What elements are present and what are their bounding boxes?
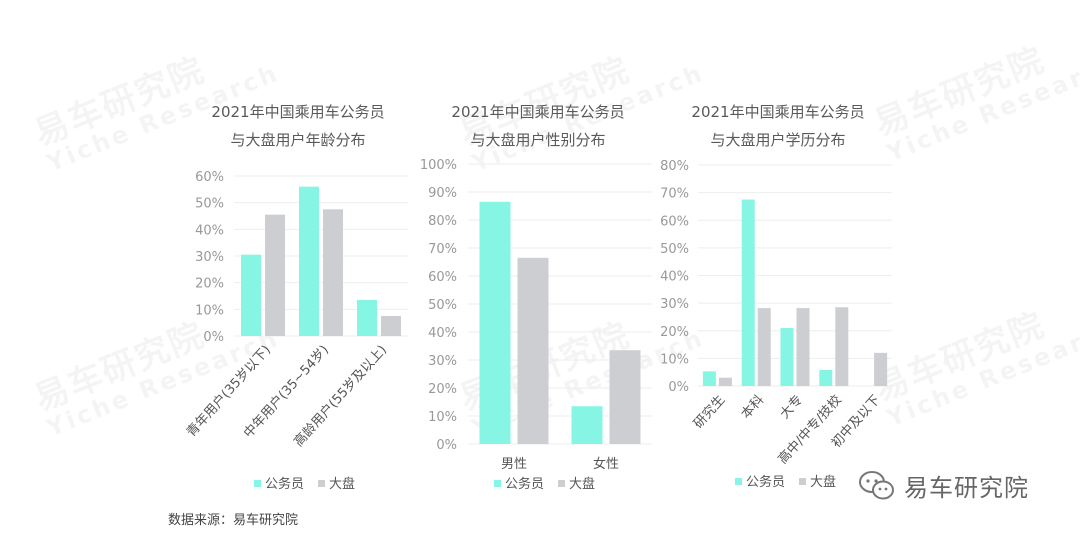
legend-label: 公务员 bbox=[746, 474, 785, 490]
y-tick-label: 0% bbox=[436, 438, 457, 453]
y-tick-label: 10% bbox=[195, 303, 224, 318]
y-tick-label: 50% bbox=[660, 242, 689, 257]
y-tick-label: 60% bbox=[428, 270, 457, 285]
bar-market bbox=[517, 257, 549, 444]
y-tick-label: 40% bbox=[660, 270, 689, 285]
title-line: 与大盘用户性别分布 bbox=[470, 131, 606, 149]
y-tick-label: 60% bbox=[195, 170, 224, 185]
legend-swatch bbox=[254, 480, 261, 487]
x-tick-label: 本科 bbox=[739, 393, 768, 422]
y-tick-label: 10% bbox=[428, 410, 457, 425]
y-tick-label: 70% bbox=[428, 242, 457, 257]
y-tick-label: 20% bbox=[428, 382, 457, 397]
bar-market bbox=[265, 214, 285, 336]
x-tick-label: 研究生 bbox=[691, 393, 728, 432]
y-tick-label: 40% bbox=[195, 223, 224, 238]
legend-label: 大盘 bbox=[810, 474, 836, 490]
legend-swatch bbox=[558, 480, 565, 487]
legend-swatch bbox=[735, 478, 742, 485]
data-source: 数据来源：易车研究院 bbox=[168, 513, 299, 528]
bar-market bbox=[796, 308, 810, 386]
legend-swatch bbox=[318, 480, 325, 487]
y-tick-label: 40% bbox=[428, 326, 457, 341]
bar-civil bbox=[702, 371, 716, 386]
y-tick-label: 10% bbox=[660, 352, 689, 367]
bar-civil bbox=[479, 201, 511, 444]
bar-civil bbox=[357, 300, 377, 336]
title-line: 2021年中国乘用车公务员 bbox=[211, 103, 385, 121]
legend-label: 大盘 bbox=[569, 476, 595, 492]
bar-civil bbox=[819, 369, 833, 386]
gender-chart-title: 2021年中国乘用车公务员 与大盘用户性别分布 bbox=[408, 98, 668, 154]
y-tick-label: 100% bbox=[420, 158, 457, 173]
bar-market bbox=[757, 308, 771, 386]
x-tick-label: 高龄用户(55岁及以上) bbox=[291, 342, 390, 450]
wechat-icon bbox=[859, 470, 894, 499]
age-chart-title: 2021年中国乘用车公务员 与大盘用户年龄分布 bbox=[168, 98, 428, 154]
y-tick-label: 0% bbox=[668, 380, 689, 395]
title-line: 2021年中国乘用车公务员 bbox=[451, 103, 625, 121]
y-tick-label: 20% bbox=[660, 325, 689, 340]
bar-market bbox=[609, 350, 641, 444]
legend-label: 公务员 bbox=[265, 476, 304, 492]
y-tick-label: 20% bbox=[195, 277, 224, 292]
y-tick-label: 50% bbox=[195, 197, 224, 212]
legend-swatch bbox=[494, 480, 501, 487]
y-tick-label: 60% bbox=[660, 214, 689, 229]
bar-market bbox=[381, 316, 401, 336]
bar-civil bbox=[780, 327, 794, 386]
bar-civil bbox=[299, 186, 319, 336]
y-tick-label: 90% bbox=[428, 186, 457, 201]
title-line: 2021年中国乘用车公务员 bbox=[691, 103, 865, 121]
y-tick-label: 50% bbox=[428, 298, 457, 313]
bar-market bbox=[835, 307, 849, 386]
legend-label: 大盘 bbox=[329, 476, 355, 492]
title-line: 与大盘用户年龄分布 bbox=[230, 131, 366, 149]
y-tick-label: 30% bbox=[428, 354, 457, 369]
y-tick-label: 0% bbox=[203, 330, 224, 345]
x-tick-label: 男性 bbox=[501, 457, 527, 472]
x-tick-label: 大专 bbox=[777, 393, 806, 422]
bar-market bbox=[718, 377, 732, 386]
bar-market bbox=[874, 352, 888, 386]
y-tick-label: 30% bbox=[660, 297, 689, 312]
brand-name: 易车研究院 bbox=[904, 474, 1029, 502]
legend-swatch bbox=[799, 478, 806, 485]
y-tick-label: 80% bbox=[660, 159, 689, 174]
bar-civil bbox=[241, 254, 261, 336]
bar-market bbox=[323, 209, 343, 336]
y-tick-label: 70% bbox=[660, 187, 689, 202]
y-tick-label: 80% bbox=[428, 214, 457, 229]
y-tick-label: 30% bbox=[195, 250, 224, 265]
bar-civil bbox=[741, 199, 755, 386]
education-chart-title: 2021年中国乘用车公务员 与大盘用户学历分布 bbox=[648, 98, 908, 154]
legend-label: 公务员 bbox=[505, 476, 544, 492]
x-tick-label: 女性 bbox=[593, 456, 619, 472]
brand-logo: 易车研究院 bbox=[858, 468, 1029, 503]
title-line: 与大盘用户学历分布 bbox=[710, 131, 846, 149]
bar-civil bbox=[571, 406, 603, 444]
